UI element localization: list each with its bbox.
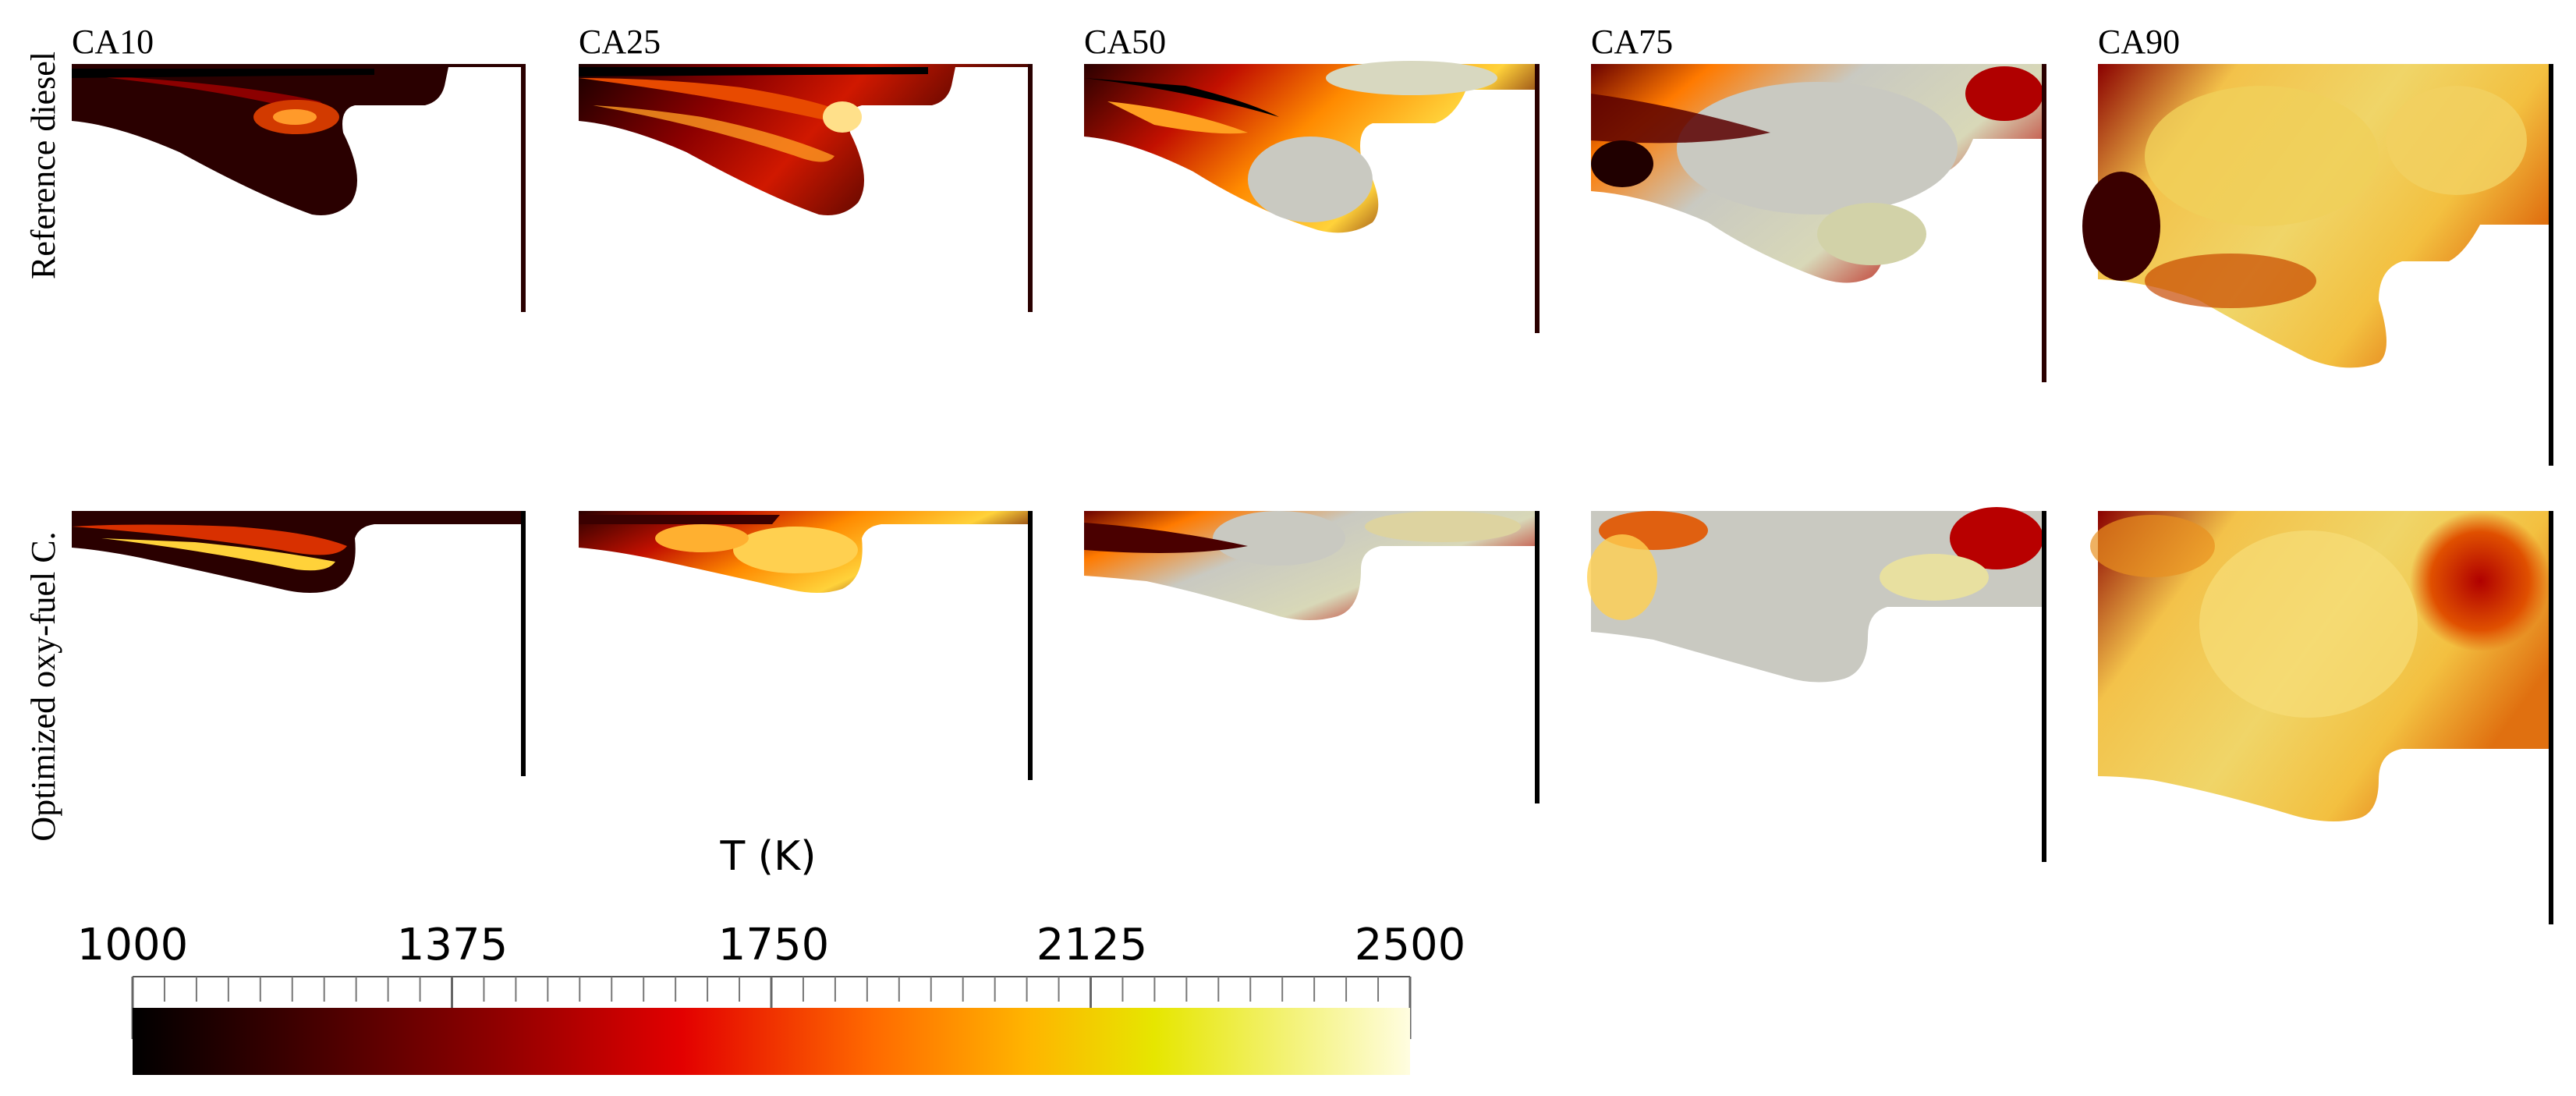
row-label-reference-diesel: Reference diesel (24, 51, 62, 279)
panel-optimized-ca25 (579, 511, 1033, 780)
panel-optimized-ca75 (1587, 507, 2046, 862)
panel-reference-ca50 (1084, 61, 1540, 333)
panel-optimized-ca50 (1084, 511, 1540, 803)
colorbar-title: T (K) (720, 833, 817, 880)
panel-reference-ca25 (579, 64, 1033, 312)
colorbar-tick-label-2125: 2125 (1036, 920, 1148, 970)
colorbar-tick-label-1750: 1750 (718, 920, 830, 970)
colorbar-gradient (133, 1008, 1410, 1075)
panel-reference-ca90 (2082, 64, 2553, 466)
panel-optimized-ca90 (2090, 511, 2553, 924)
panel-reference-ca10 (72, 64, 526, 312)
column-label-ca75: CA75 (1591, 23, 1673, 61)
column-label-ca50: CA50 (1084, 23, 1166, 61)
colorbar-tick-label-1375: 1375 (397, 920, 508, 970)
colorbar: T (K) 1000 1375 1750 2125 2500 (77, 833, 1466, 1075)
colorbar-tick-label-2500: 2500 (1355, 920, 1466, 970)
panel-reference-ca75 (1591, 64, 2046, 382)
column-label-ca25: CA25 (579, 23, 661, 61)
column-label-ca10: CA10 (72, 23, 154, 61)
colorbar-tick-label-1000: 1000 (77, 920, 189, 970)
panel-optimized-ca10 (72, 511, 526, 776)
row-label-optimized-oxy-fuel: Optimized oxy-fuel C. (24, 531, 62, 841)
column-label-ca90: CA90 (2098, 23, 2180, 61)
